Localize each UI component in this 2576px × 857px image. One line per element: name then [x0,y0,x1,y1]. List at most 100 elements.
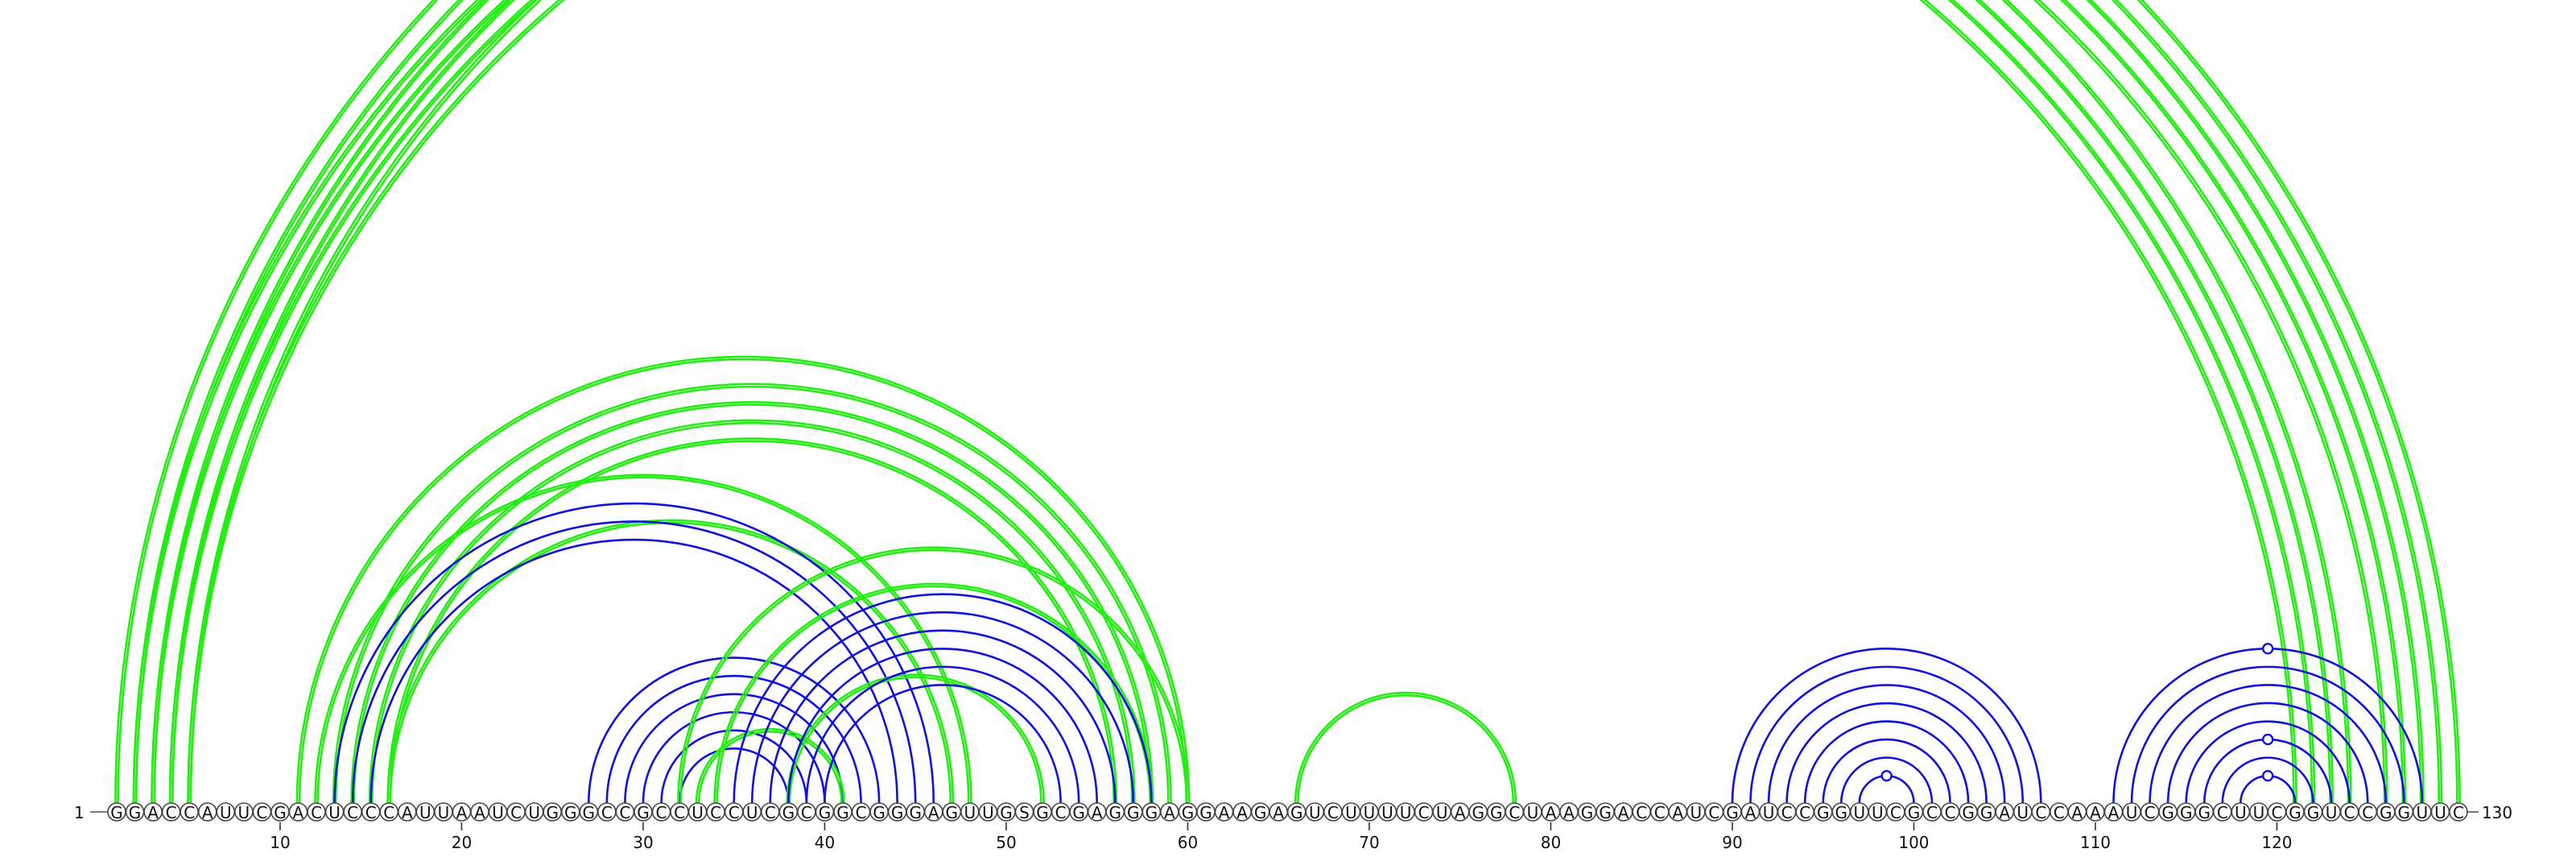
nucleotide-letter: C [347,803,358,822]
nucleotide-letter: G [1254,803,1267,822]
nucleotide-letter: U [492,803,504,822]
nucleotide-letter: G [891,803,904,822]
arc-blue-113-126 [2149,684,2388,804]
nucleotide-97: U [1850,802,1869,822]
nucleotide-32: C [670,802,689,822]
nucleotide-letter: U [1690,803,1703,822]
nucleotide-letter: S [1019,803,1030,822]
nucleotide-letter: G [2307,803,2320,822]
nucleotide-letter: C [365,803,377,822]
nucleotide-12: C [307,802,326,822]
arc-blue-93-104 [1785,702,1988,804]
arc-green-38-52-strand-0 [786,673,1045,804]
nucleotide-letter: A [1273,803,1284,822]
nucleotide-letter: A [293,803,304,822]
nucleotide-letter: G [2398,803,2411,822]
nucleotide-22: U [488,802,508,822]
nucleotide-letter: U [2253,803,2265,822]
nucleotide-letter: U [2126,803,2138,822]
nucleotide-95: G [1813,802,1833,822]
nucleotide-117: C [2213,802,2232,822]
nucleotide-letter: G [546,803,559,822]
nucleotide-70: U [1360,802,1379,822]
nucleotide-letter: A [402,803,413,822]
nucleotide-21: A [470,802,489,822]
arc-blue-15-44 [369,538,898,804]
nucleotide-33: U [687,802,708,822]
arc-green-12-48-strand-0 [314,474,972,804]
arc-blue-40-53 [824,684,1062,804]
nucleotide-letter: A [1563,803,1575,822]
arc-blue-38-55 [787,648,1098,804]
nucleotide-28: C [597,802,617,822]
nucleotide-letter: G [819,803,832,822]
nucleotide-125: C [2358,802,2377,822]
nucleotide-letter: C [1945,803,1956,822]
tick-label: 10 [270,833,290,852]
nucleotide-letter: A [1455,803,1466,822]
nucleotide-61: G [1196,802,1216,822]
nucleotide-56: G [1105,802,1125,822]
nucleotide-104: G [1976,802,1996,822]
nucleotide-34: C [706,802,725,822]
nucleotide-60: G [1178,802,1198,822]
arc-green-3-128-strand-1 [155,0,2421,803]
nucleotide-letter: U [528,803,540,822]
arc-green-66-78-strand-0 [1294,691,1517,804]
arc-green-4-127-strand-1 [171,0,2404,804]
nucleotide-85: C [1632,802,1651,822]
nucleotide-letter: G [1726,803,1739,822]
nucleotide-letter: A [1672,803,1683,822]
arc-blue-90-107 [1731,648,2042,804]
nucleotide-16: C [379,802,399,822]
nucleotide-letter: C [765,803,776,822]
nucleotide-letter: C [311,803,322,822]
tick-label: 70 [1359,833,1379,852]
nucleotide-letter: G [2198,803,2211,822]
nucleotide-letter: C [1327,803,1339,822]
nucleotide-84: A [1613,802,1633,822]
nucleotide-30: G [634,802,653,822]
nucleotide-letter: C [1654,803,1666,822]
nucleotide-94: C [1795,802,1814,822]
nucleotide-73: C [1414,802,1434,822]
nucleotide-letter: C [2362,803,2373,822]
nucleotide-69: U [1341,802,1361,822]
arc-green-13-59-strand-0 [332,383,1172,804]
nucleotide-66: G [1286,802,1307,822]
nucleotide-82: G [1577,802,1597,822]
arc-green-1-130-strand-1 [118,0,2458,803]
nucleotide-128: U [2413,802,2432,822]
nucleotide-115: G [2176,802,2196,822]
nucleotide-letter: C [2217,803,2228,822]
arc-green-16-47-strand-0 [386,519,955,804]
nucleotide-letter: U [238,803,250,822]
nucleotide-89: C [1704,802,1724,822]
arc-blue-14-45 [351,520,917,804]
nucleotide-18: U [415,802,436,822]
nucleotide-80: A [1541,802,1561,822]
arc-green-5-126-strand-0 [188,0,2388,803]
nucleotide-letter: A [1546,803,1557,822]
nucleotide-93: C [1777,802,1797,822]
nucleotide-38: G [778,802,799,822]
nucleotide-62: A [1214,802,1234,822]
nucleotide-10: G [270,802,290,822]
arc-blue-95-102 [1822,738,1951,804]
nucleotide-52: G [1033,802,1052,822]
nucleotide-90: G [1723,802,1742,822]
arc-green-5-121-strand-0 [187,0,2297,804]
nucleotide-letter: C [2035,803,2046,822]
nucleotide-92: U [1759,802,1778,822]
nucleotide-11: A [288,802,308,822]
nucleotide-42: C [851,802,871,822]
nucleotide-letter: G [1472,803,1485,822]
nucleotide-letter: C [2344,803,2355,822]
nucleotide-120: C [2267,802,2287,822]
nucleotide-58: G [1141,802,1162,822]
nucleotide-letter: G [637,803,650,822]
arc-green-34-58-strand-0 [713,582,1154,804]
nucleotide-letter: A [202,803,213,822]
nucleotide-letter: A [1618,803,1629,822]
